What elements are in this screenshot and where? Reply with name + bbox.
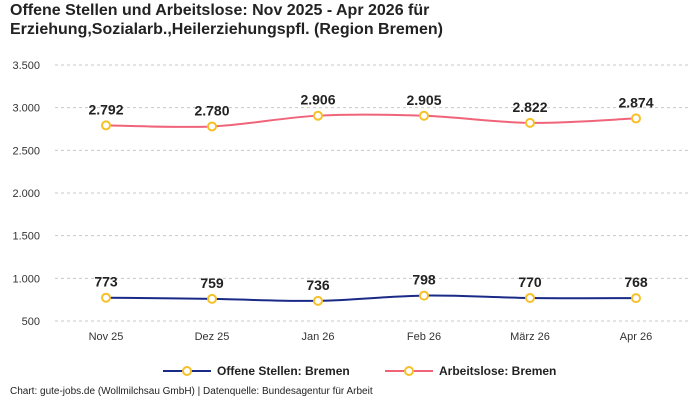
data-point xyxy=(101,292,111,303)
series-line-1 xyxy=(105,294,637,302)
data-label: 2.780 xyxy=(194,102,229,118)
x-tick-label: Apr 26 xyxy=(620,331,652,343)
data-label: 2.792 xyxy=(88,101,123,117)
y-tick-label: 3.500 xyxy=(12,60,40,72)
data-label: 736 xyxy=(306,277,330,293)
chart-title: Offene Stellen und Arbeitslose: Nov 2025… xyxy=(10,1,690,39)
data-label: 2.874 xyxy=(618,94,653,110)
chart-title-line-2: Erziehung,Sozialarb.,Heilerziehungspfl. … xyxy=(10,21,443,38)
y-tick-label: 3.000 xyxy=(12,103,40,115)
y-tick-label: 2.500 xyxy=(12,145,40,157)
y-tick-label: 1.500 xyxy=(12,231,40,243)
data-point xyxy=(313,295,323,306)
data-point xyxy=(207,121,217,132)
chart-title-line-1: Offene Stellen und Arbeitslose: Nov 2025… xyxy=(10,2,430,19)
x-tick-label: März 26 xyxy=(510,331,550,343)
data-label: 2.905 xyxy=(406,92,441,108)
data-label: 773 xyxy=(94,274,118,290)
chart-footer: Chart: gute-jobs.de (Wollmilchsau GmbH) … xyxy=(10,386,373,397)
data-label: 770 xyxy=(518,274,542,290)
data-point xyxy=(525,292,535,303)
x-tick-label: Dez 25 xyxy=(195,331,230,343)
y-tick-label: 2.000 xyxy=(12,188,40,200)
data-label: 2.822 xyxy=(512,99,547,115)
legend-swatch-marker xyxy=(182,366,192,376)
data-label: 798 xyxy=(412,272,436,288)
x-tick-label: Jan 26 xyxy=(301,331,334,343)
y-tick-label: 500 xyxy=(22,316,40,328)
series-line-2 xyxy=(105,113,637,128)
data-point xyxy=(101,120,111,131)
data-label: 768 xyxy=(624,274,648,290)
data-label: 759 xyxy=(200,275,224,291)
x-tick-label: Feb 26 xyxy=(407,331,441,343)
legend-swatch-marker xyxy=(404,366,414,376)
data-point xyxy=(313,110,323,121)
legend-label: Offene Stellen: Bremen xyxy=(217,364,350,378)
data-point xyxy=(631,293,641,304)
data-label: 2.906 xyxy=(300,92,335,108)
data-point xyxy=(419,110,429,121)
x-tick-label: Nov 25 xyxy=(89,331,124,343)
data-point xyxy=(419,290,429,301)
y-tick-label: 1.000 xyxy=(12,273,40,285)
legend-label: Arbeitslose: Bremen xyxy=(439,364,556,378)
data-point xyxy=(525,117,535,128)
data-point xyxy=(631,113,641,124)
data-point xyxy=(207,293,217,304)
